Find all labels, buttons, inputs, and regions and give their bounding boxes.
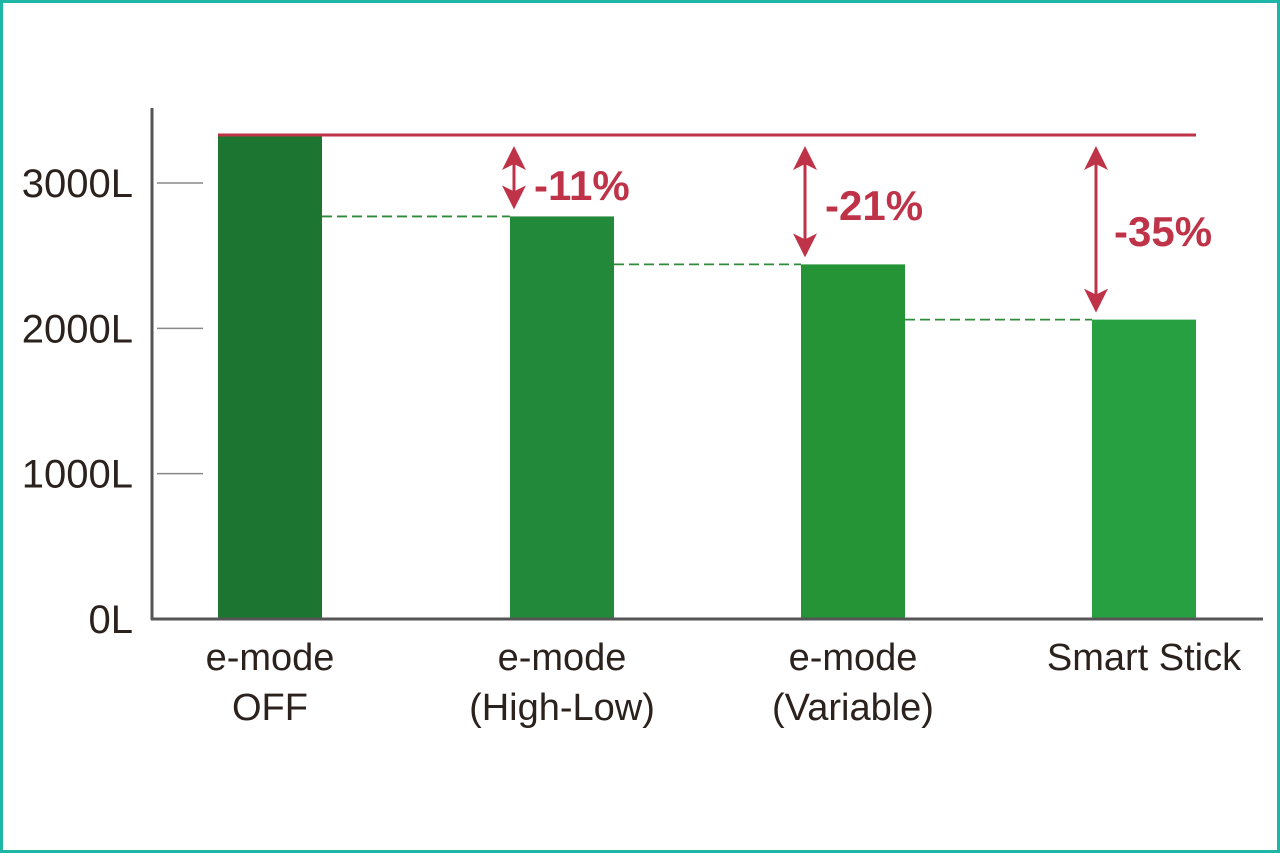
reduction-label: -35%	[1114, 208, 1212, 255]
reduction-label: -11%	[534, 162, 630, 209]
y-tick-label: 3000L	[22, 162, 133, 206]
category-label: e-mode	[789, 637, 918, 679]
bar	[801, 264, 905, 619]
bar	[218, 135, 322, 620]
category-label: Smart Stick	[1047, 637, 1242, 679]
y-tick-label: 0L	[89, 598, 134, 642]
bar-chart: 0L 1000L 2000L 3000L -11% -21% -35% e-mode OFF e-…	[22, 108, 1263, 729]
category-label: OFF	[232, 687, 308, 729]
category-label: e-mode	[498, 637, 627, 679]
y-tick-label: 1000L	[22, 453, 133, 497]
bar	[1092, 319, 1196, 619]
y-tick-label: 2000L	[22, 307, 133, 351]
bar	[510, 216, 614, 619]
category-label: (High-Low)	[469, 687, 655, 729]
category-label: e-mode	[206, 637, 335, 679]
reduction-label: -21%	[825, 182, 923, 229]
category-label: (Variable)	[772, 687, 934, 729]
